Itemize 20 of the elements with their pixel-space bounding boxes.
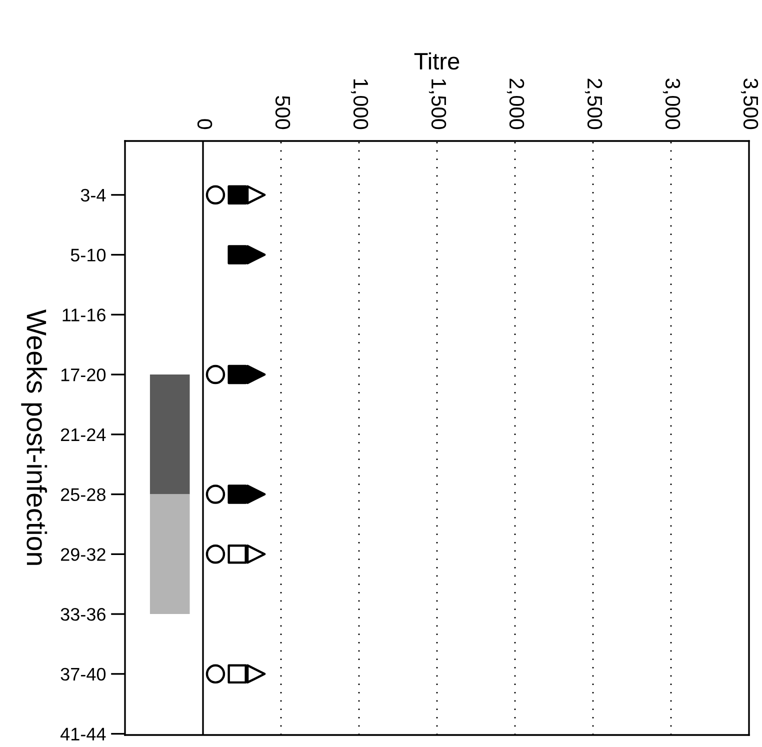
- y-tick-label: 11-16: [62, 308, 106, 322]
- y-tick-label: 33-36: [60, 608, 106, 621]
- y-axis-title: Weeks post-infection: [21, 309, 48, 565]
- y-tick-label: 29-32: [60, 548, 106, 561]
- y-tick-label: 37-40: [60, 668, 106, 681]
- x-tick-label: 3,500: [740, 78, 758, 130]
- x-tick-label: 0: [197, 119, 212, 130]
- y-tick-label: 25-28: [60, 488, 106, 502]
- x-tick-label: 500: [275, 96, 290, 130]
- x-tick-label: 2,500: [584, 78, 602, 130]
- y-tick-label: 17-20: [61, 368, 106, 382]
- y-tick-label: 21-24: [60, 428, 106, 441]
- y-tick-label: 41-44: [60, 728, 106, 740]
- y-tick-label: 3-4: [80, 188, 106, 202]
- x-tick-label: 2,000: [506, 78, 524, 130]
- x-tick-label: 3,000: [662, 78, 680, 130]
- x-tick-label: 1,000: [350, 79, 368, 130]
- y-tick-label: 5-10: [70, 248, 106, 262]
- x-tick-label: 1,500: [428, 79, 446, 130]
- x-axis-title: Titre: [414, 52, 460, 70]
